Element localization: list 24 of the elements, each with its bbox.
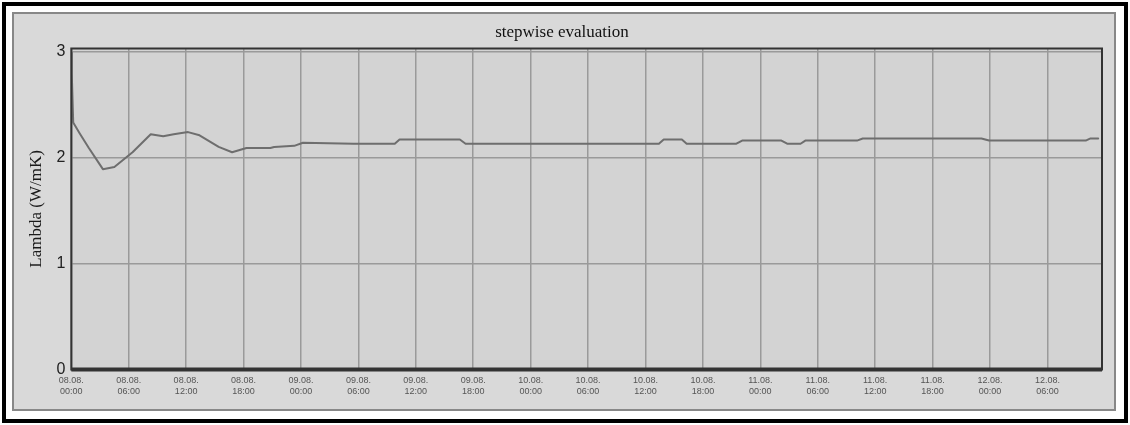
x-tick-label: 11.08. 12:00	[863, 375, 888, 397]
x-tick-label: 10.08. 06:00	[575, 375, 601, 397]
x-tick-label: 10.08. 18:00	[690, 375, 716, 397]
x-tick-label: 08.08. 06:00	[116, 375, 142, 397]
y-tick-label: 1	[56, 253, 66, 271]
y-tick-label: 0	[56, 359, 66, 377]
x-tick-label: 09.08. 06:00	[345, 375, 371, 397]
x-tick-label: 08.08. 12:00	[173, 375, 199, 397]
y-tick-label: 3	[56, 41, 66, 59]
x-tick-label: 12.08. 06:00	[1034, 375, 1060, 397]
x-tick-label: 09.08. 12:00	[403, 375, 429, 397]
x-tick-label: 12.08. 00:00	[977, 375, 1003, 397]
x-tick-label: 08.08. 00:00	[58, 375, 84, 397]
chart-title: stepwise evaluation	[495, 21, 630, 41]
x-tick-label: 11.08. 18:00	[920, 375, 945, 397]
x-tick-label: 08.08. 18:00	[231, 375, 257, 397]
y-tick-label: 2	[56, 147, 66, 165]
x-tick-label: 10.08. 00:00	[518, 375, 544, 397]
x-tick-label: 09.08. 18:00	[460, 375, 486, 397]
x-tick-label: 09.08. 00:00	[288, 375, 314, 397]
x-tick-label: 11.08. 00:00	[748, 375, 773, 397]
x-tick-label: 11.08. 06:00	[805, 375, 830, 397]
x-tick-label: 10.08. 12:00	[632, 375, 659, 397]
y-axis-title: Lambda (W/mK)	[25, 150, 45, 268]
